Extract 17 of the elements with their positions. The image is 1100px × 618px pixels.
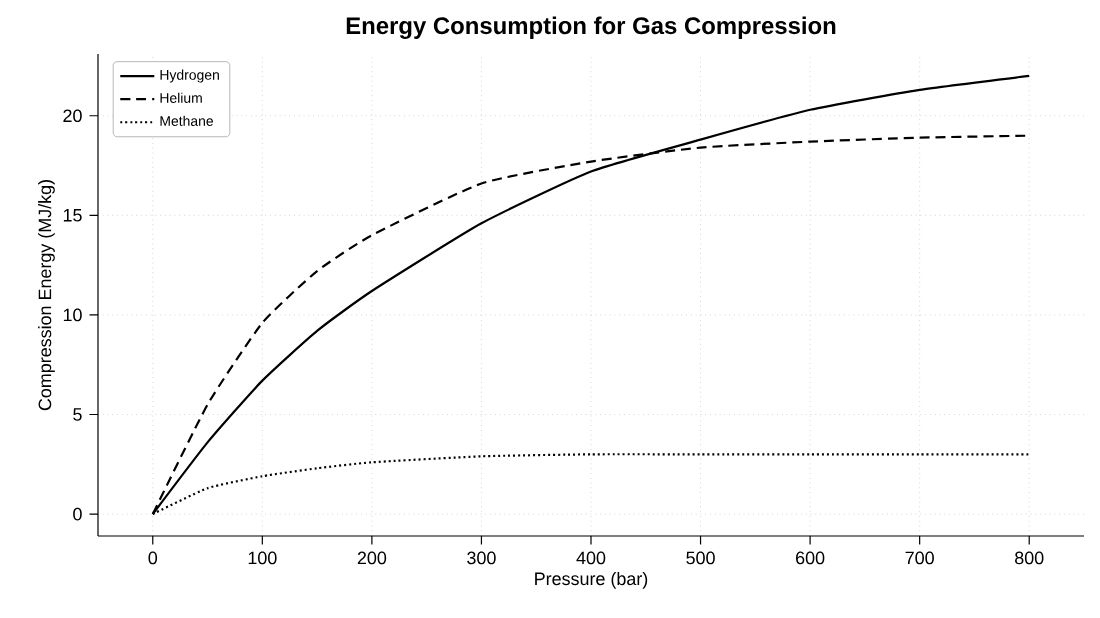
x-tick-label: 800: [1015, 551, 1044, 565]
x-tick-label: 100: [248, 551, 277, 565]
x-tick-label: 200: [357, 551, 387, 565]
x-tick-label: 300: [467, 551, 496, 565]
y-tick-label: 20: [63, 109, 82, 123]
y-axis-title: Compression Energy (MJ/kg): [38, 180, 55, 411]
y-tick-label: 10: [63, 308, 82, 322]
x-tick-label: 600: [796, 551, 825, 565]
x-axis-title: Pressure (bar): [535, 571, 648, 589]
x-tick-label: 700: [905, 551, 934, 565]
y-tick-label: 15: [63, 209, 82, 222]
y-tick-label: 5: [73, 408, 82, 421]
x-tick-label: 400: [576, 551, 606, 565]
x-tick-label: 500: [686, 551, 715, 565]
chart-title: Energy Consumption for Gas Compression: [346, 16, 836, 39]
y-tick-label: 0: [73, 507, 82, 521]
x-tick-label: 0: [148, 551, 158, 565]
